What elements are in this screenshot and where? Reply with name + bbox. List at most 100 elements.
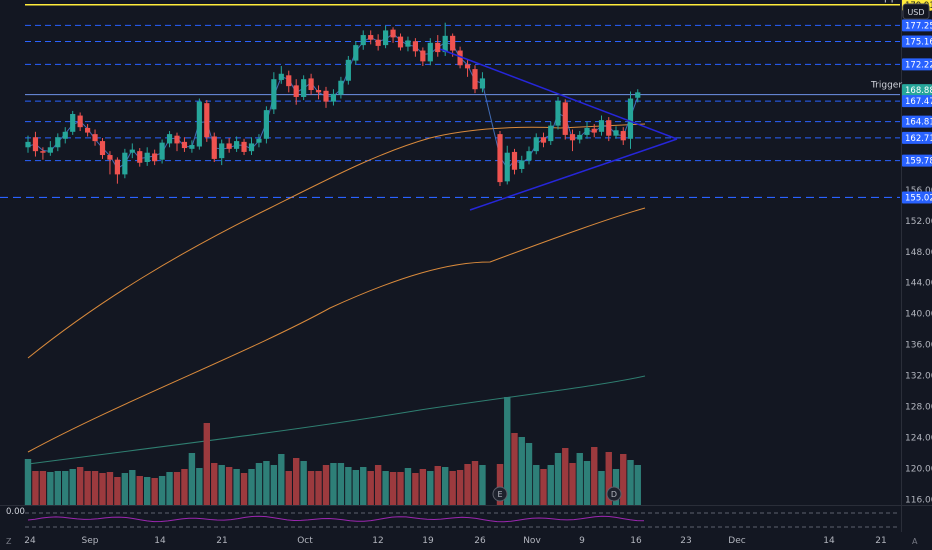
candle-body[interactable] xyxy=(569,134,576,141)
candle-body[interactable] xyxy=(248,143,255,152)
candle-body[interactable] xyxy=(635,92,641,98)
candle-body[interactable] xyxy=(159,142,165,160)
candle-body[interactable] xyxy=(360,35,366,46)
candle-body[interactable] xyxy=(137,151,143,163)
candle-body[interactable] xyxy=(577,134,583,140)
candle-body[interactable] xyxy=(435,42,441,53)
candle-body[interactable] xyxy=(412,41,418,52)
trigger-price-tag[interactable] xyxy=(902,84,932,97)
candle-body[interactable] xyxy=(562,102,568,135)
candle-body[interactable] xyxy=(338,80,344,95)
candle-body[interactable] xyxy=(533,137,539,152)
candle-body[interactable] xyxy=(129,149,135,153)
candle-body[interactable] xyxy=(548,125,554,142)
candle-body[interactable] xyxy=(99,141,106,156)
candle-body[interactable] xyxy=(308,78,314,91)
candle-body[interactable] xyxy=(464,64,471,69)
candle-body[interactable] xyxy=(301,79,307,97)
candle-body[interactable] xyxy=(271,79,277,110)
candle-body[interactable] xyxy=(55,137,61,148)
candle-body[interactable] xyxy=(519,160,525,169)
candle-body[interactable] xyxy=(591,128,597,133)
candle-body[interactable] xyxy=(390,29,396,38)
candle-body[interactable] xyxy=(497,134,503,183)
candle-body[interactable] xyxy=(584,127,590,135)
candle-body[interactable] xyxy=(345,59,351,81)
candle-body[interactable] xyxy=(504,152,510,182)
candle-body[interactable] xyxy=(427,42,433,62)
triangle-lower-line[interactable] xyxy=(469,138,678,211)
candle-body[interactable] xyxy=(196,101,202,147)
candle-body[interactable] xyxy=(353,45,359,61)
candle-body[interactable] xyxy=(166,134,173,144)
candle-body[interactable] xyxy=(114,159,120,175)
level-175-16-price-tag[interactable] xyxy=(902,35,932,48)
candle-body[interactable] xyxy=(70,114,76,132)
candle-body[interactable] xyxy=(479,78,486,89)
currency-button[interactable] xyxy=(902,3,930,20)
candle-body[interactable] xyxy=(293,85,299,97)
candle-body[interactable] xyxy=(450,35,456,51)
candle-body[interactable] xyxy=(174,135,180,144)
candle-body[interactable] xyxy=(627,98,634,139)
candle-body[interactable] xyxy=(613,130,619,136)
candle-body[interactable] xyxy=(85,127,91,133)
level-159-78-price-tag[interactable] xyxy=(902,154,932,167)
candle-body[interactable] xyxy=(234,141,240,149)
auto-scale-button[interactable]: A xyxy=(912,537,918,546)
candle-body[interactable] xyxy=(219,143,225,159)
candle-body[interactable] xyxy=(189,144,195,149)
candle-body[interactable] xyxy=(62,131,68,139)
candle-body[interactable] xyxy=(263,110,269,139)
candle-body[interactable] xyxy=(40,151,46,153)
level-164-81-price-tag[interactable] xyxy=(902,115,932,128)
candle-body[interactable] xyxy=(181,141,188,149)
candle-body[interactable] xyxy=(32,137,39,152)
candle-body[interactable] xyxy=(286,75,292,87)
candle-body[interactable] xyxy=(405,40,411,47)
candle-body[interactable] xyxy=(122,152,128,175)
level-167-47-price-tag[interactable] xyxy=(902,95,932,108)
candle-body[interactable] xyxy=(472,69,478,90)
candle-body[interactable] xyxy=(511,151,518,170)
candle-body[interactable] xyxy=(315,90,322,93)
candle-body[interactable] xyxy=(555,100,561,126)
candle-body[interactable] xyxy=(540,137,547,143)
candle-body[interactable] xyxy=(278,73,284,80)
level-172-22-price-tag[interactable] xyxy=(902,58,932,71)
candle-body[interactable] xyxy=(375,39,381,46)
candle-body[interactable] xyxy=(241,141,247,152)
candle-body[interactable] xyxy=(420,50,426,62)
candle-body[interactable] xyxy=(47,147,53,153)
candle-body[interactable] xyxy=(442,35,448,53)
candle-body[interactable] xyxy=(144,152,150,162)
earnings-marker[interactable] xyxy=(492,486,508,502)
candle-body[interactable] xyxy=(598,120,605,132)
candle-body[interactable] xyxy=(620,131,626,141)
candle-body[interactable] xyxy=(606,120,612,136)
level-162-71-price-tag[interactable] xyxy=(902,131,932,144)
candle-body[interactable] xyxy=(152,153,158,162)
candle-body[interactable] xyxy=(107,155,113,160)
candle-body[interactable] xyxy=(526,151,532,161)
level-155-02-price-tag[interactable] xyxy=(902,191,932,204)
candle-body[interactable] xyxy=(368,35,374,40)
candle-body[interactable] xyxy=(383,30,389,46)
candle-body[interactable] xyxy=(204,103,210,138)
triangle-upper-line[interactable] xyxy=(439,48,678,140)
candle-body[interactable] xyxy=(211,136,217,159)
candle-body[interactable] xyxy=(323,90,329,102)
candle-body[interactable] xyxy=(256,138,262,143)
timezone-button[interactable]: Z xyxy=(6,537,12,546)
main-pane[interactable] xyxy=(0,0,902,505)
candle-body[interactable] xyxy=(92,134,98,142)
dividend-marker[interactable] xyxy=(606,486,622,502)
level-177-25-price-tag[interactable] xyxy=(902,19,932,32)
candle-body[interactable] xyxy=(330,93,337,102)
candle-body[interactable] xyxy=(397,36,404,48)
candle-body[interactable] xyxy=(226,143,232,149)
candle-body[interactable] xyxy=(77,115,83,128)
candle-body[interactable] xyxy=(457,50,463,66)
